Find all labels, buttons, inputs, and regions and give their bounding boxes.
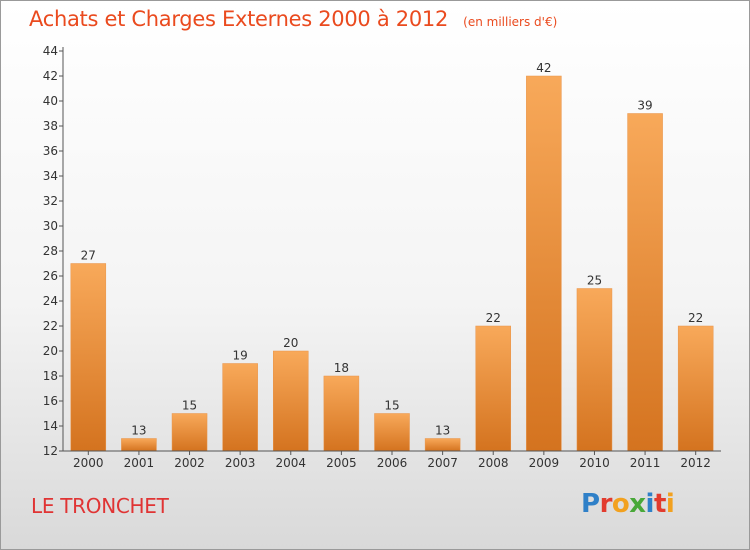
value-label-2006: 15 xyxy=(384,399,399,413)
x-tick-label-2002: 2002 xyxy=(174,456,205,470)
x-tick-label-2005: 2005 xyxy=(326,456,357,470)
y-tick-label: 38 xyxy=(43,119,58,133)
logo-letter: t xyxy=(653,489,666,519)
x-tick-label-2004: 2004 xyxy=(275,456,306,470)
value-label-2005: 18 xyxy=(334,361,349,375)
y-tick-label: 12 xyxy=(43,444,58,458)
value-label-2010: 25 xyxy=(587,274,602,288)
logo-letter: P xyxy=(581,489,600,519)
y-tick-label: 14 xyxy=(43,419,58,433)
y-tick-label: 30 xyxy=(43,219,58,233)
x-tick-label-2000: 2000 xyxy=(73,456,104,470)
y-tick-label: 42 xyxy=(43,69,58,83)
value-label-2003: 19 xyxy=(233,349,248,363)
x-tick-label-2011: 2011 xyxy=(630,456,661,470)
y-tick-label: 36 xyxy=(43,144,58,158)
x-tick-label-2001: 2001 xyxy=(124,456,155,470)
bar-2009 xyxy=(526,75,562,452)
bar-2007 xyxy=(424,438,461,452)
bar-2006 xyxy=(374,413,410,452)
y-tick-label: 22 xyxy=(43,319,58,333)
logo-letter: x xyxy=(629,489,646,519)
commune-name: LE TRONCHET xyxy=(31,494,169,518)
y-tick-label: 24 xyxy=(43,294,58,308)
x-tick-label-2012: 2012 xyxy=(680,456,711,470)
y-tick-label: 26 xyxy=(43,269,58,283)
bar-2003 xyxy=(222,363,258,452)
value-label-2012: 22 xyxy=(688,311,703,325)
y-tick-label: 34 xyxy=(43,169,58,183)
bar-2008 xyxy=(475,325,511,452)
y-tick-label: 16 xyxy=(43,394,58,408)
y-tick-label: 32 xyxy=(43,194,58,208)
bar-2002 xyxy=(171,413,208,452)
logo-letter: i xyxy=(665,489,675,519)
y-tick-label: 18 xyxy=(43,369,58,383)
bar-2012 xyxy=(677,325,714,452)
x-tick-label-2010: 2010 xyxy=(579,456,610,470)
x-tick-label-2003: 2003 xyxy=(225,456,256,470)
bar-2010 xyxy=(576,288,613,452)
x-tick-label-2008: 2008 xyxy=(478,456,509,470)
x-tick-label-2007: 2007 xyxy=(427,456,458,470)
value-label-2007: 13 xyxy=(435,424,450,438)
chart-subtitle: (en milliers d'€) xyxy=(463,15,558,29)
bar-2005 xyxy=(323,375,360,452)
value-label-2000: 27 xyxy=(81,249,96,263)
value-label-2001: 13 xyxy=(131,424,146,438)
value-label-2011: 39 xyxy=(637,99,652,113)
logo-letter: i xyxy=(645,489,655,519)
bar-2011 xyxy=(627,113,663,452)
value-label-2008: 22 xyxy=(486,311,501,325)
x-tick-label-2006: 2006 xyxy=(377,456,408,470)
title-row: Achats et Charges Externes 2000 à 2012 (… xyxy=(29,7,557,31)
chart-title: Achats et Charges Externes 2000 à 2012 xyxy=(29,7,449,31)
y-tick-label: 44 xyxy=(43,44,58,58)
bar-2001 xyxy=(121,438,157,452)
y-tick-label: 20 xyxy=(43,344,58,358)
bar-2000 xyxy=(70,263,107,452)
y-tick-label: 28 xyxy=(43,244,58,258)
x-tick-label-2009: 2009 xyxy=(529,456,560,470)
bar-2004 xyxy=(273,350,309,452)
proxiti-logo: Proxiti xyxy=(581,489,675,519)
value-label-2009: 42 xyxy=(536,61,551,75)
y-tick-label: 40 xyxy=(43,94,58,108)
logo-letter: o xyxy=(611,489,630,519)
logo-letter: r xyxy=(599,489,613,519)
value-label-2004: 20 xyxy=(283,336,298,350)
value-label-2002: 15 xyxy=(182,399,197,413)
